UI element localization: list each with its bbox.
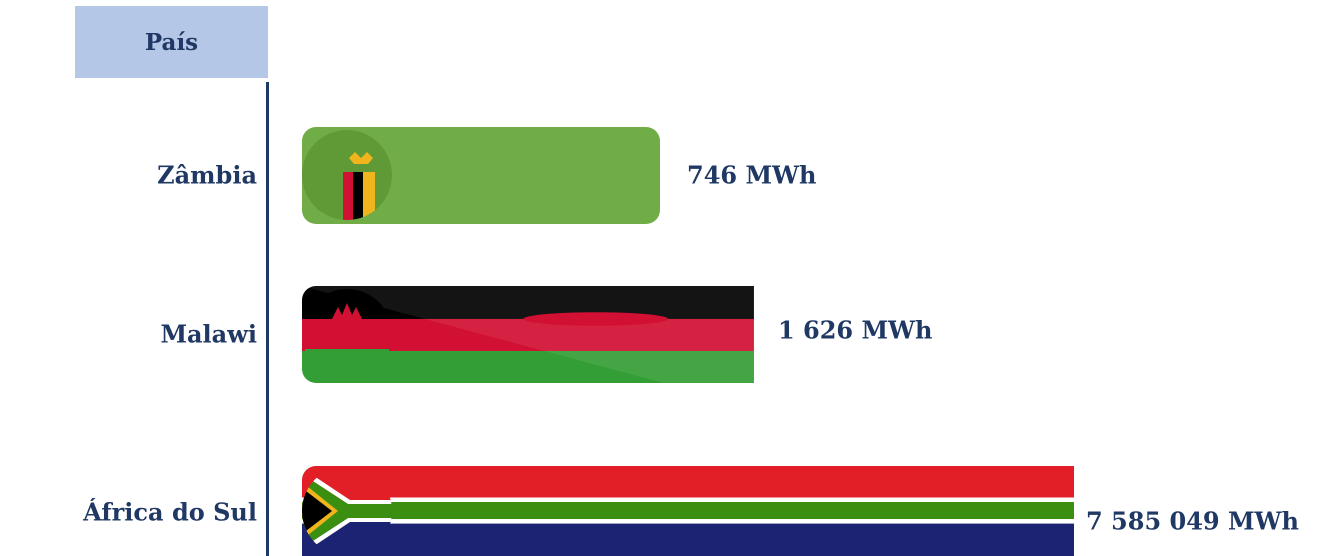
category-axis-line xyxy=(266,82,269,556)
malawi-flag-icon xyxy=(302,289,392,379)
category-label-zambia: Zâmbia xyxy=(157,160,257,190)
zambia-flag-icon xyxy=(302,130,392,220)
south-africa-flag-icon xyxy=(302,466,392,556)
category-axis-title: País xyxy=(144,28,199,56)
bar-south-africa xyxy=(302,466,1074,556)
category-axis-header: País xyxy=(75,6,268,78)
category-label-south-africa: África do Sul xyxy=(83,497,257,527)
value-label-south-africa: 7 585 049 MWh xyxy=(1086,506,1299,536)
value-label-zambia: 746 MWh xyxy=(687,160,817,190)
value-label-malawi: 1 626 MWh xyxy=(777,315,933,345)
category-label-malawi: Malawi xyxy=(160,319,257,349)
